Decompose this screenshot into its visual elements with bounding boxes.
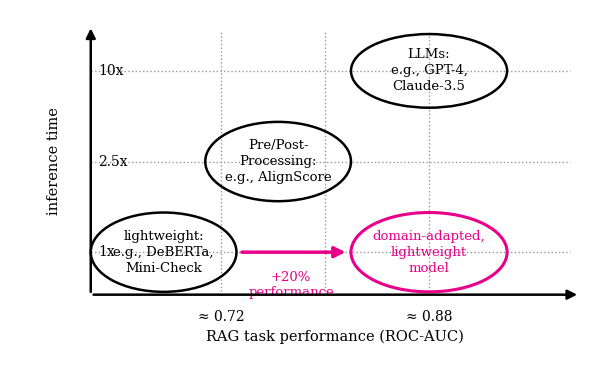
Text: LLMs:
e.g., GPT-4,
Claude-3.5: LLMs: e.g., GPT-4, Claude-3.5	[391, 48, 467, 93]
Text: Pre/Post-
Processing:
e.g., AlignScore: Pre/Post- Processing: e.g., AlignScore	[225, 139, 332, 184]
Text: 10x: 10x	[99, 64, 124, 78]
Text: domain-adapted,
lightweight
model: domain-adapted, lightweight model	[373, 230, 485, 275]
Text: +20%
performance: +20% performance	[248, 271, 334, 299]
Text: ≈ 0.72: ≈ 0.72	[198, 310, 244, 324]
Text: RAG task performance (ROC-AUC): RAG task performance (ROC-AUC)	[206, 330, 464, 345]
Text: ≈ 0.88: ≈ 0.88	[406, 310, 453, 324]
Text: 2.5x: 2.5x	[99, 155, 128, 169]
Text: 1x: 1x	[99, 245, 115, 259]
Text: lightweight:
e.g., DeBERTa,
Mini-Check: lightweight: e.g., DeBERTa, Mini-Check	[114, 230, 214, 275]
Text: inference time: inference time	[47, 108, 61, 215]
